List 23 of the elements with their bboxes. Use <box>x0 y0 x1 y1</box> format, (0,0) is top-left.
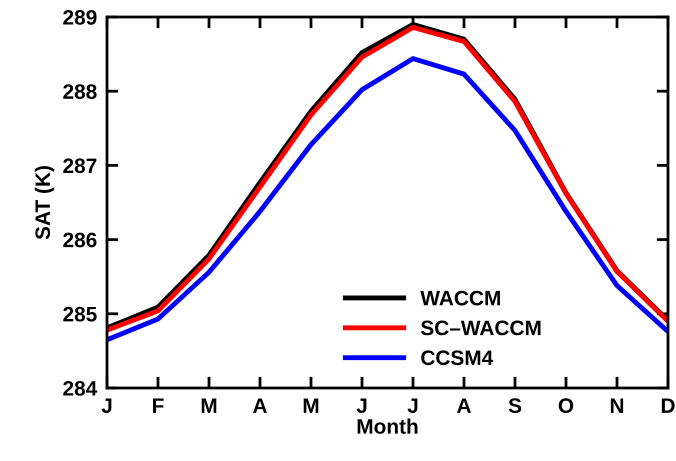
y-axis-title: SAT (K) <box>34 166 54 240</box>
x-tick-label: J <box>356 398 366 414</box>
x-tick-label: F <box>153 398 164 413</box>
x-tick-label: O <box>558 398 574 414</box>
y-tick-label: 289 <box>63 10 97 25</box>
x-tick-label: J <box>102 398 112 414</box>
x-tick-label: D <box>662 398 675 413</box>
legend-label: CCSM4 <box>421 350 494 366</box>
x-axis-title: Month <box>358 418 418 434</box>
x-tick-label: N <box>610 398 624 413</box>
y-tick-label: 287 <box>63 158 96 174</box>
x-tick-label: J <box>408 398 418 414</box>
legend-label: WACCM <box>420 290 500 306</box>
y-tick-label: 286 <box>63 232 97 248</box>
x-tick-label: A <box>252 398 267 413</box>
x-tick-label: A <box>456 398 471 413</box>
y-tick-label: 288 <box>63 84 97 99</box>
x-tick-label: M <box>304 398 318 413</box>
y-tick-label: 284 <box>63 381 98 396</box>
x-tick-label: M <box>202 398 216 413</box>
x-tick-label: S <box>508 398 522 414</box>
y-tick-label: 285 <box>63 306 97 322</box>
legend-label: SC–WACCM <box>420 320 540 336</box>
